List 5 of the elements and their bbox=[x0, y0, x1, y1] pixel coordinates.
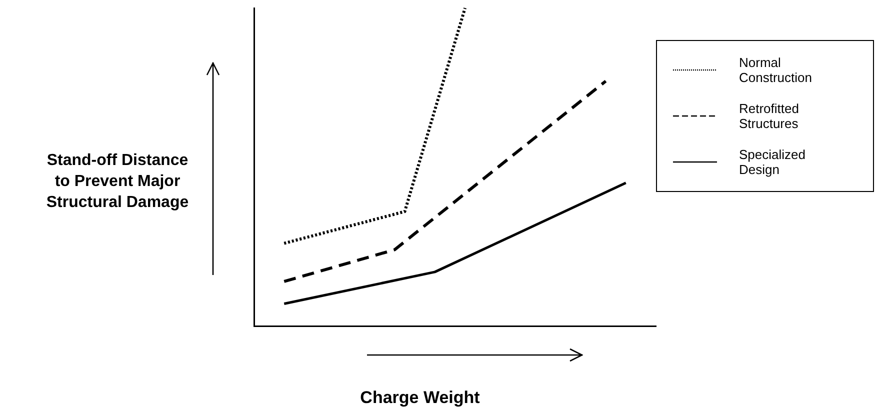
legend-label: Specialized Design bbox=[739, 147, 806, 177]
y-axis-title: Stand-off Distance to Prevent Major Structural Damage bbox=[45, 151, 190, 213]
legend-label: Retrofitted Structures bbox=[739, 101, 800, 131]
legend-label: Normal Construction bbox=[739, 55, 813, 85]
x-axis-title: Charge Weight bbox=[359, 388, 481, 408]
